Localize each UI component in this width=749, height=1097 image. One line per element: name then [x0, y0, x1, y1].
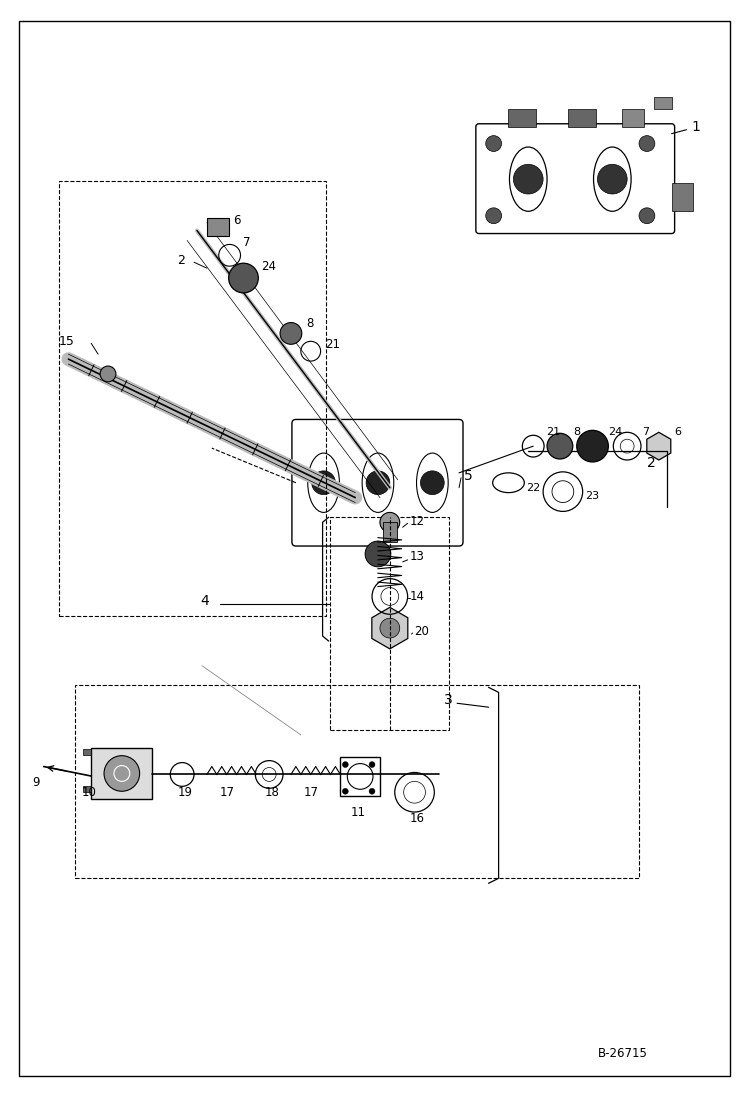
Text: 21: 21 [326, 338, 341, 351]
Circle shape [228, 263, 258, 293]
Circle shape [369, 789, 375, 794]
Text: 10: 10 [82, 785, 96, 799]
Text: B-26715: B-26715 [598, 1047, 647, 1060]
Text: 11: 11 [351, 805, 366, 818]
Circle shape [280, 323, 302, 344]
Circle shape [366, 471, 389, 495]
Text: 24: 24 [261, 260, 276, 273]
Text: 12: 12 [410, 514, 425, 528]
Bar [83, 787, 91, 792]
Text: 8: 8 [306, 317, 313, 330]
Text: 9: 9 [32, 776, 40, 789]
FancyBboxPatch shape [476, 124, 675, 234]
Text: 21: 21 [546, 428, 560, 438]
Circle shape [513, 165, 543, 194]
Text: 22: 22 [527, 483, 541, 493]
Text: 2: 2 [178, 253, 185, 267]
Bar [207, 217, 228, 236]
Text: 4: 4 [200, 595, 209, 609]
Bar [58, 181, 326, 617]
Text: 17: 17 [304, 785, 319, 799]
Text: 24: 24 [608, 428, 622, 438]
Text: 8: 8 [573, 428, 580, 438]
Text: 5: 5 [464, 468, 473, 483]
Circle shape [380, 512, 400, 532]
Circle shape [100, 366, 116, 382]
Bar [340, 757, 380, 796]
Circle shape [420, 471, 444, 495]
Circle shape [577, 430, 608, 462]
Circle shape [369, 761, 375, 768]
Text: 15: 15 [58, 335, 74, 348]
Bar [76, 686, 639, 879]
Bar [509, 109, 536, 127]
Circle shape [342, 761, 348, 768]
Bar [654, 97, 672, 109]
Bar [83, 749, 91, 755]
Text: 16: 16 [410, 813, 425, 825]
Text: 13: 13 [410, 551, 425, 564]
Text: 6: 6 [675, 428, 682, 438]
Text: 3: 3 [444, 693, 453, 708]
Polygon shape [647, 432, 671, 460]
Bar [672, 183, 694, 211]
FancyBboxPatch shape [292, 419, 463, 546]
Bar [91, 748, 153, 800]
Text: 18: 18 [264, 785, 279, 799]
Circle shape [380, 619, 400, 638]
Circle shape [547, 433, 573, 459]
Text: 2: 2 [647, 456, 655, 470]
Bar [622, 109, 644, 127]
Circle shape [104, 756, 139, 791]
Bar [330, 518, 449, 730]
Circle shape [486, 136, 502, 151]
Text: 23: 23 [585, 490, 598, 500]
Polygon shape [372, 608, 407, 648]
Circle shape [639, 207, 655, 224]
Text: 6: 6 [234, 214, 241, 227]
Text: 19: 19 [178, 785, 192, 799]
Circle shape [639, 136, 655, 151]
Bar [568, 109, 595, 127]
Text: 1: 1 [691, 120, 700, 134]
Text: 20: 20 [414, 624, 429, 637]
Circle shape [342, 789, 348, 794]
Text: 7: 7 [642, 428, 649, 438]
Circle shape [312, 471, 336, 495]
Text: 17: 17 [219, 785, 234, 799]
Text: 7: 7 [243, 236, 251, 249]
Circle shape [365, 541, 391, 567]
Text: 14: 14 [410, 590, 425, 603]
Bar [383, 522, 397, 542]
Circle shape [598, 165, 627, 194]
Circle shape [486, 207, 502, 224]
